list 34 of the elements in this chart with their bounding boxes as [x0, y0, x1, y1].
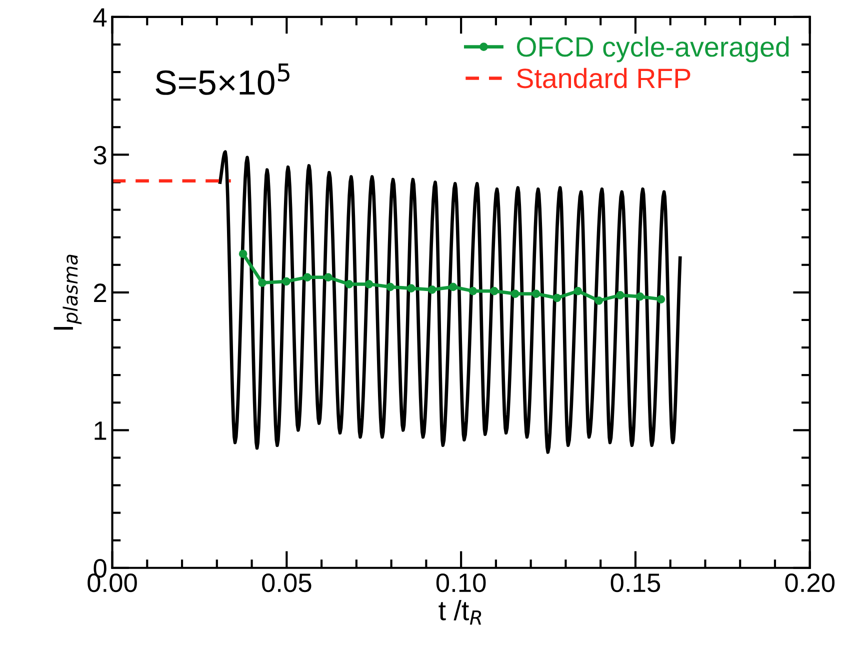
x-tick-label: 0.20 [785, 573, 835, 592]
point [282, 277, 290, 286]
y-tick-label: 2 [94, 284, 106, 302]
x-axis-title: t /t$_{R}$ [438, 600, 482, 625]
point [532, 290, 540, 298]
point [364, 280, 374, 288]
point [407, 284, 416, 292]
point [616, 291, 624, 300]
point [468, 286, 478, 296]
point [594, 296, 604, 305]
point [510, 290, 520, 298]
x-tick-label: 0.10 [436, 573, 486, 592]
y-tick-label: 3 [94, 146, 106, 165]
annotation: S=5×10$^{5}$ [156, 64, 290, 95]
point [386, 282, 394, 292]
point [636, 292, 644, 301]
point [238, 250, 248, 258]
y-tick-label: 1 [94, 422, 106, 440]
point [428, 286, 436, 294]
x-tick-label: 0.15 [610, 573, 660, 592]
point [656, 295, 666, 304]
point [303, 273, 312, 282]
point [344, 280, 354, 288]
point [448, 282, 458, 292]
legend-label: OFCD cycle-averaged [516, 36, 789, 62]
point [490, 286, 498, 296]
point [258, 278, 266, 287]
x-tick-label: 0.05 [262, 573, 312, 592]
legend-label: Standard RFP [516, 68, 690, 88]
y-axis-title: I$_{plasma}$ [54, 254, 82, 330]
point [324, 273, 332, 282]
y-tick-label: 4 [93, 8, 107, 27]
point [574, 286, 582, 296]
point [552, 294, 562, 302]
